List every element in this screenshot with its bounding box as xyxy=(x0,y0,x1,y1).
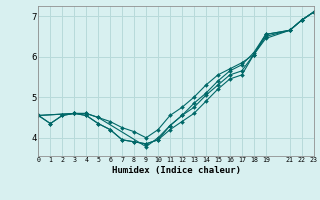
X-axis label: Humidex (Indice chaleur): Humidex (Indice chaleur) xyxy=(111,166,241,175)
